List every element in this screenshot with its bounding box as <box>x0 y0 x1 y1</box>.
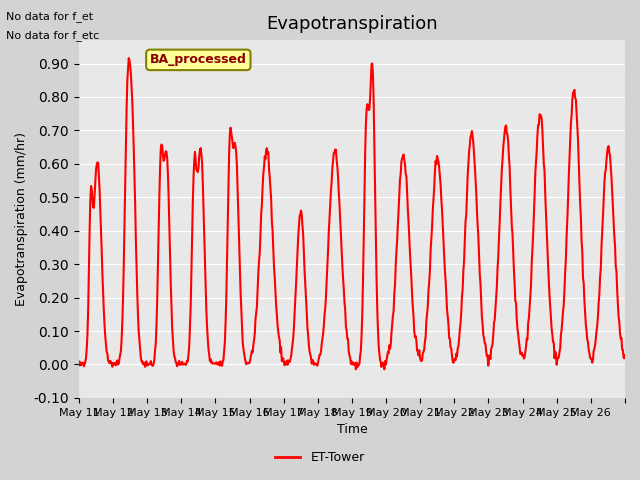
Title: Evapotranspiration: Evapotranspiration <box>266 15 438 33</box>
Text: No data for f_et: No data for f_et <box>6 11 93 22</box>
Legend: ET-Tower: ET-Tower <box>270 446 370 469</box>
Text: No data for f_etc: No data for f_etc <box>6 30 100 41</box>
X-axis label: Time: Time <box>337 423 367 436</box>
Text: BA_processed: BA_processed <box>150 53 247 66</box>
Y-axis label: Evapotranspiration (mm/hr): Evapotranspiration (mm/hr) <box>15 132 28 306</box>
